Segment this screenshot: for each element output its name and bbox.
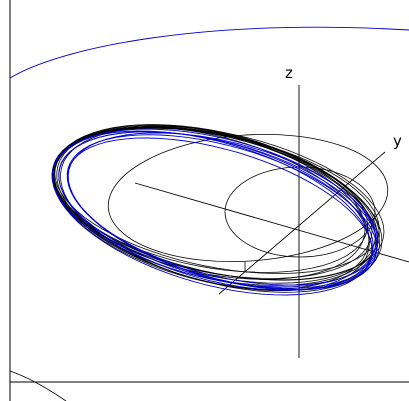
- z-axis-label: z: [285, 64, 293, 82]
- blue-trajectory-loop: [51, 128, 377, 288]
- black-trajectory-loop: [51, 127, 369, 273]
- black-trajectory-loop: [51, 127, 373, 279]
- black-trajectory-loop: [52, 126, 376, 284]
- blue-trajectory-loop: [67, 137, 373, 291]
- inner-reference-ellipse: [107, 133, 389, 263]
- x-axis: [134, 182, 409, 263]
- blue-trajectory-loop: [58, 131, 374, 291]
- blue-trajectory-loop: [51, 130, 373, 296]
- y-axis-label: y: [393, 132, 402, 150]
- black-trajectory-loop: [53, 125, 383, 291]
- black-trajectory-loop: [56, 126, 370, 292]
- blue-trajectory-loops: [51, 128, 379, 296]
- black-trajectory-loop: [52, 127, 380, 281]
- black-trajectory-loop: [60, 127, 380, 293]
- blue-trajectory-loop: [58, 131, 378, 289]
- y-axis: [218, 151, 386, 295]
- black-trajectory-loop: [54, 128, 380, 274]
- black-trajectory-loop: [52, 124, 370, 290]
- black-trajectory-loop: [53, 125, 385, 281]
- black-trajectory-loops: [51, 124, 385, 293]
- blue-trajectory-loop: [66, 134, 378, 290]
- small-reference-ellipse: [224, 166, 376, 258]
- outer-black-arc: [9, 370, 67, 401]
- outer-blue-ellipse: [9, 26, 409, 79]
- black-trajectory-loop: [52, 124, 366, 280]
- blue-trajectory-loop: [67, 132, 379, 286]
